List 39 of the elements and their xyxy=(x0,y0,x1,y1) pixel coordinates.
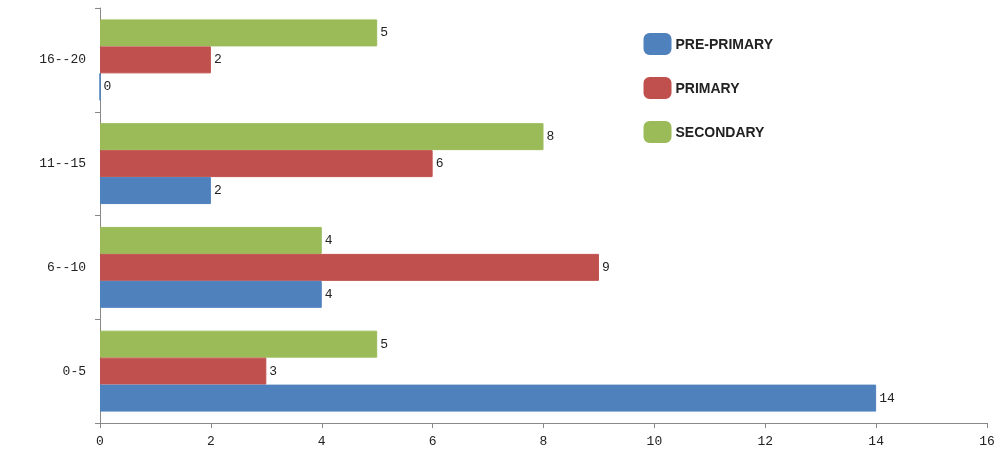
x-tick-label: 2 xyxy=(206,434,215,449)
bar xyxy=(100,330,378,358)
bar xyxy=(100,177,211,205)
y-tick-label: 16--20 xyxy=(39,52,86,68)
y-tick-label: 0-5 xyxy=(62,363,86,379)
data-label: 4 xyxy=(324,286,333,302)
data-label: 2 xyxy=(213,52,222,68)
bar xyxy=(100,226,322,254)
x-tick-label: 8 xyxy=(539,434,548,449)
bar xyxy=(100,150,433,178)
data-label: 14 xyxy=(879,390,895,406)
data-label: 9 xyxy=(601,259,610,275)
bar xyxy=(100,19,378,47)
data-label: 6 xyxy=(435,156,444,172)
data-label: 0 xyxy=(103,79,112,95)
x-tick-label: 16 xyxy=(979,434,995,449)
x-tick-label: 0 xyxy=(96,434,104,449)
bar xyxy=(100,253,599,281)
x-tick-label: 4 xyxy=(317,434,326,449)
x-tick-label: 12 xyxy=(757,434,774,449)
legend-label: PRE-PRIMARY xyxy=(675,36,774,52)
data-label: 8 xyxy=(546,129,555,145)
x-tick-label: 6 xyxy=(428,434,437,449)
bar xyxy=(100,123,544,151)
bar xyxy=(100,357,267,385)
data-label: 5 xyxy=(380,25,388,41)
data-label: 4 xyxy=(324,232,333,248)
legend-label: PRIMARY xyxy=(675,80,741,96)
y-tick-label: 11--15 xyxy=(39,156,86,172)
data-label: 5 xyxy=(380,336,388,352)
legend-label: SECONDARY xyxy=(675,124,766,140)
x-tick-label: 14 xyxy=(868,434,885,449)
bar xyxy=(100,46,211,74)
bar xyxy=(100,384,877,412)
bar xyxy=(100,280,322,308)
y-tick-label: 6--10 xyxy=(46,259,86,275)
data-label: 2 xyxy=(213,183,222,199)
data-label: 3 xyxy=(269,363,278,379)
x-tick-label: 10 xyxy=(646,434,663,449)
